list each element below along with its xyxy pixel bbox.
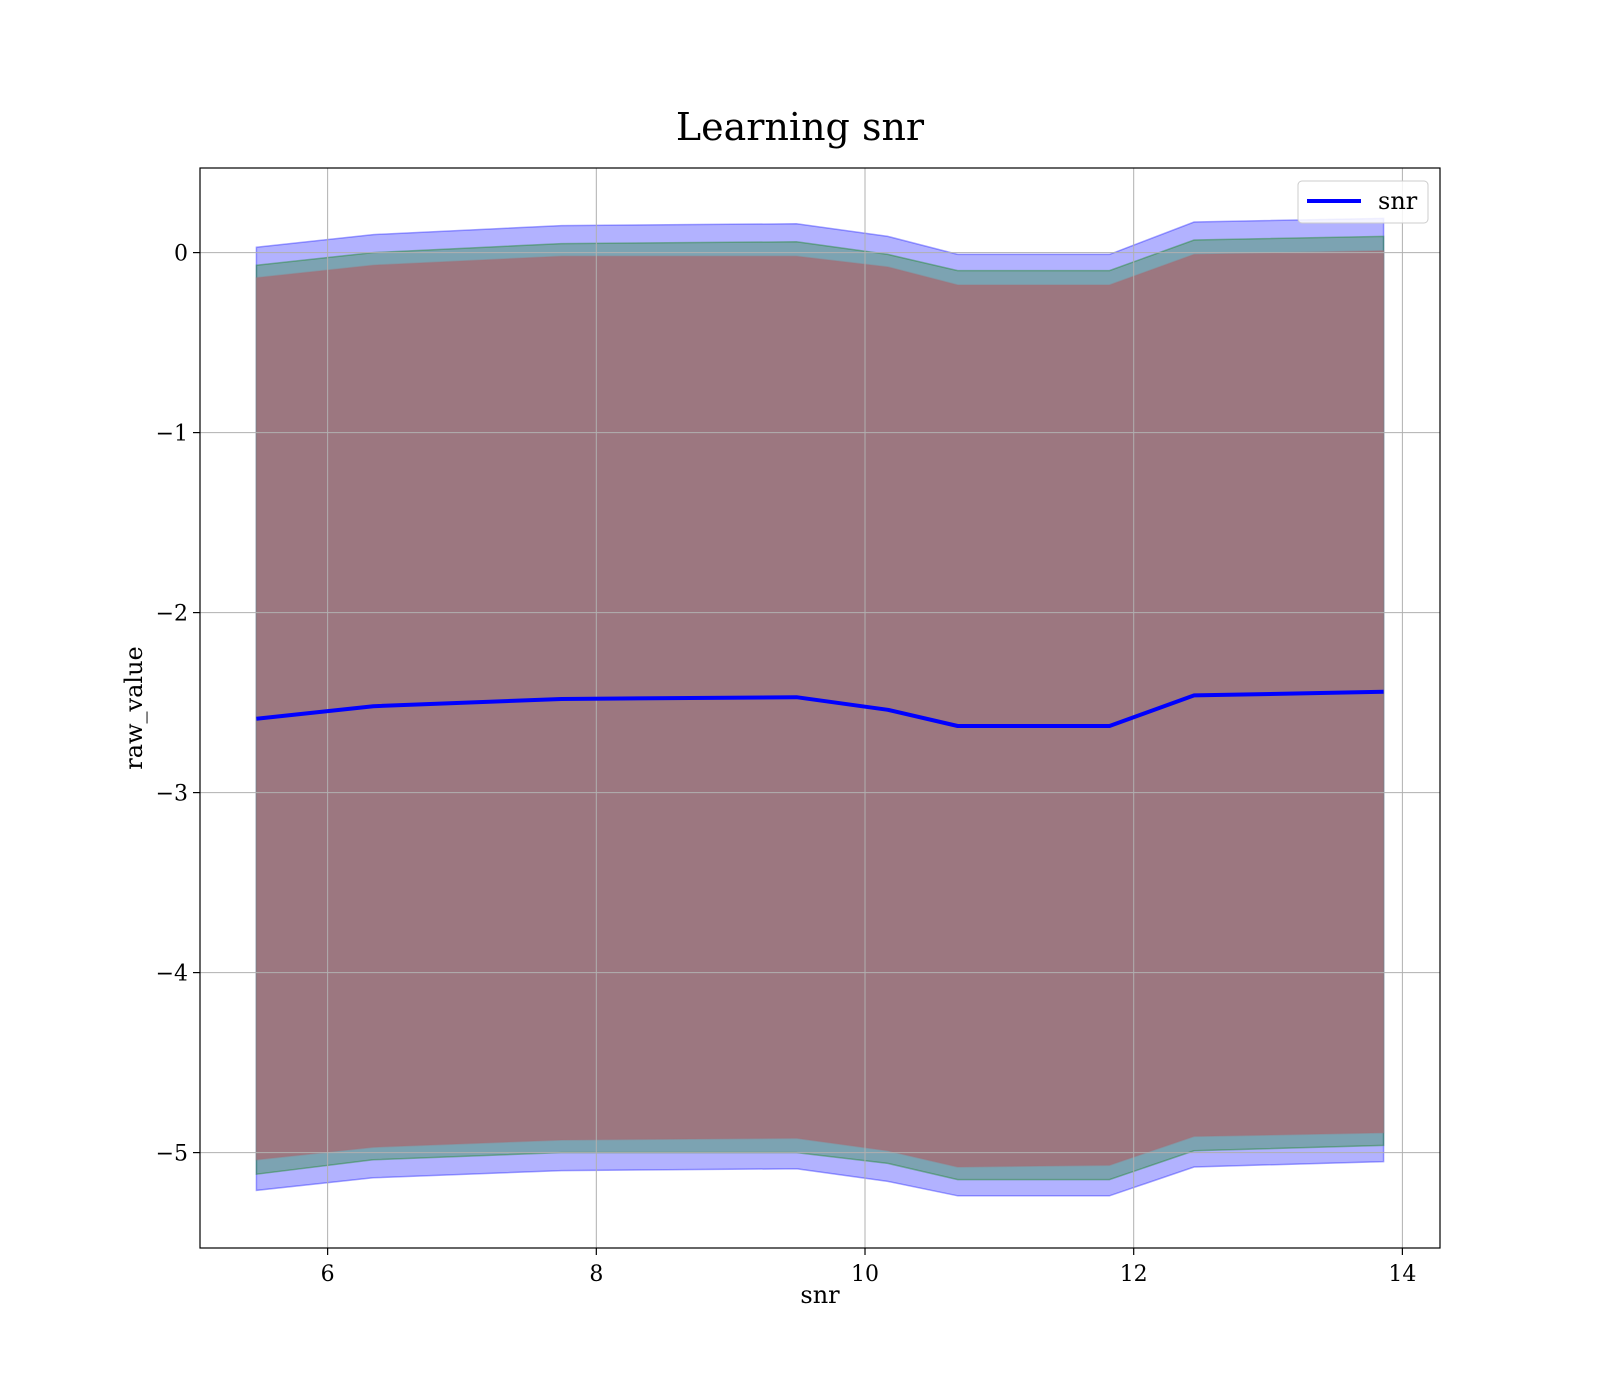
y-tick-label-5: −5: [156, 1142, 188, 1167]
y-axis-label: raw_value: [120, 646, 148, 770]
y-tick-label-0: 0: [174, 242, 188, 267]
y-tick-label-1: −1: [156, 422, 188, 447]
series-line-0: [256, 689, 1384, 728]
y-tick-label-4: −4: [156, 962, 188, 987]
x-tick-label-2: 10: [851, 1262, 879, 1287]
grid-layer: [200, 168, 1440, 1248]
x-tick-label-3: 12: [1120, 1262, 1148, 1287]
band-2: [255, 250, 1385, 1168]
y-tick-label-2: −2: [156, 602, 188, 627]
x-axis-label: snr: [800, 1281, 840, 1309]
plot-frame: [199, 167, 1441, 1249]
x-tick-label-1: 8: [589, 1262, 603, 1287]
x-axis-ticks: 6 8 10 12 14: [321, 1248, 1416, 1287]
legend-label-snr: snr: [1378, 187, 1418, 215]
bands-layer: [255, 217, 1385, 1197]
y-axis-ticks: 0 −1 −2 −3 −4 −5: [156, 242, 200, 1167]
x-tick-label-4: 14: [1388, 1262, 1416, 1287]
plot-area: [199, 167, 1441, 1249]
series-layer: [256, 689, 1384, 728]
legend-box: [1297, 180, 1429, 224]
legend: snr: [1297, 180, 1429, 224]
chart-title: Learning snr: [676, 105, 925, 149]
y-tick-label-3: −3: [156, 782, 188, 807]
x-tick-label-0: 6: [321, 1262, 335, 1287]
